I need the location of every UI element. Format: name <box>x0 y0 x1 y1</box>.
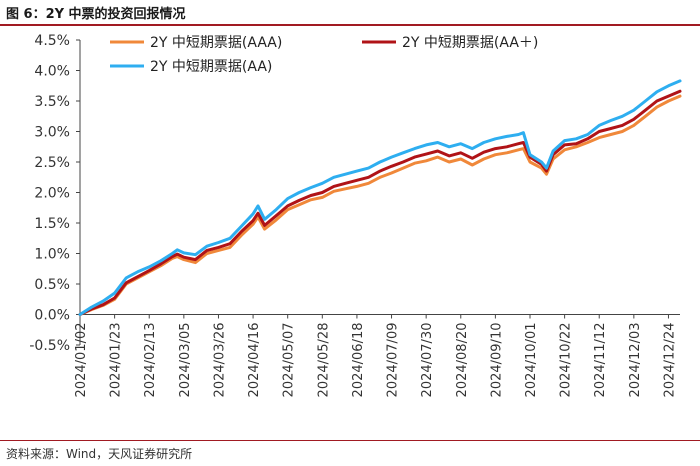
x-tick-label: 2024/02/13 <box>143 323 158 398</box>
y-tick-label: 3.5% <box>34 94 70 110</box>
axes: -0.5% 0.0% 0.5% 1.0% 1.5% 2.0% 2.5% 3.0% 3.5% 4.0… <box>29 33 680 397</box>
line-chart: -0.5% 0.0% 0.5% 1.0% 1.5% 2.0% 2.5% 3.0% 3.5% 4.0… <box>29 33 682 397</box>
x-tick-label: 2024/12/03 <box>628 323 643 398</box>
y-tick-label: 4.0% <box>34 64 70 80</box>
x-tick-label: 2024/04/16 <box>247 323 262 398</box>
x-tick-label: 2024/03/05 <box>178 323 193 398</box>
x-tick-label: 2024/07/09 <box>386 323 401 398</box>
y-tick-label: 2.5% <box>34 155 70 171</box>
series-line-1 <box>78 94 682 316</box>
x-tick-label: 2024/11/12 <box>593 323 608 398</box>
source-note: 资料来源：Wind，天风证券研究所 <box>6 447 193 461</box>
x-tick-label: 2024/06/18 <box>351 323 366 398</box>
legend-label: 2Y 中短期票据(AA＋) <box>402 35 538 51</box>
y-tick-label: 4.5% <box>34 33 70 49</box>
source-divider <box>0 440 700 441</box>
y-tick-label: 0.0% <box>34 308 70 324</box>
figure-title: 图 6：2Y 中票的投资回报情况 <box>6 7 186 22</box>
x-tick-label: 2024/03/26 <box>212 323 227 398</box>
y-tick-label: 2.0% <box>34 186 70 202</box>
series-line-2 <box>78 89 682 316</box>
y-tick-label: 1.5% <box>34 216 70 232</box>
legend-label: 2Y 中短期票据(AA) <box>150 59 272 75</box>
y-tick-label: -0.5% <box>29 338 70 354</box>
x-tick-label: 2024/10/01 <box>524 323 539 398</box>
series-line-3 <box>78 79 682 316</box>
title-divider <box>0 24 700 26</box>
x-tick-label: 2024/01/23 <box>109 323 124 398</box>
y-tick-label: 3.0% <box>34 125 70 141</box>
x-tick-label: 2024/05/07 <box>282 323 297 398</box>
x-tick-label: 2024/08/20 <box>455 323 470 398</box>
legend-label: 2Y 中短期票据(AAA) <box>150 35 282 51</box>
x-tick-label: 2024/01/02 <box>74 323 89 398</box>
x-tick-label: 2024/10/22 <box>559 323 574 398</box>
legend: 2Y 中短期票据(AAA) 2Y 中短期票据(AA＋) 2Y 中短期票据(AA) <box>110 35 538 75</box>
x-tick-label: 2024/07/30 <box>420 323 435 398</box>
y-tick-label: 0.5% <box>34 277 70 293</box>
x-tick-label: 2024/12/24 <box>662 323 677 398</box>
x-tick-label: 2024/09/10 <box>489 323 504 398</box>
series-lines <box>78 79 682 316</box>
y-tick-label: 1.0% <box>34 247 70 263</box>
x-tick-label: 2024/05/28 <box>316 323 331 398</box>
